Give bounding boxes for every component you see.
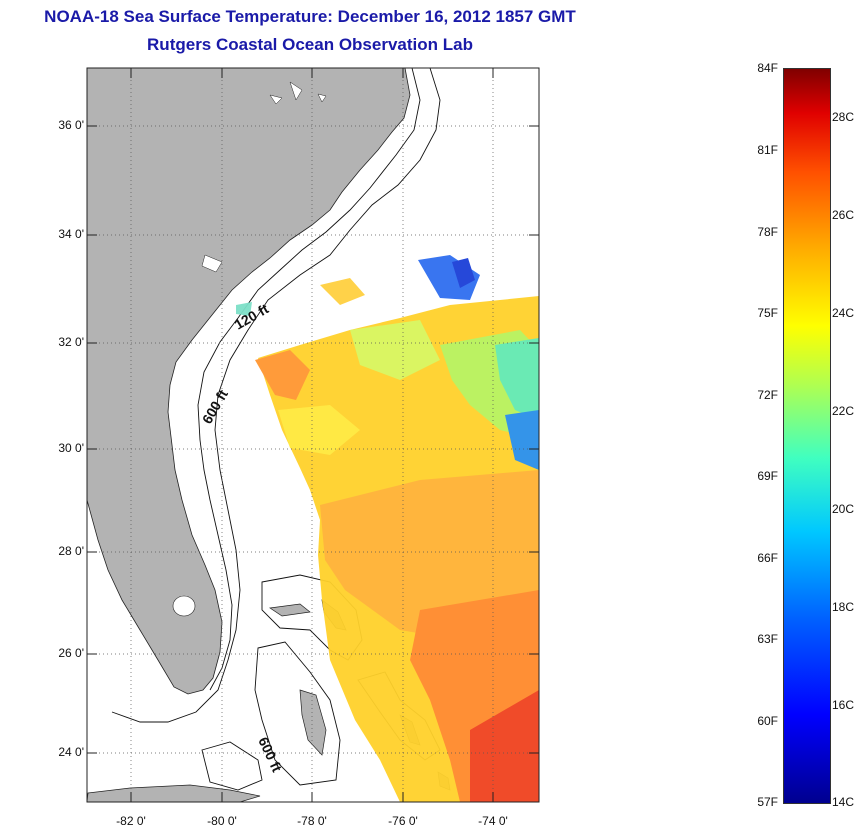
colorbar-c-label: 24C xyxy=(832,306,855,320)
colorbar-f-label: 60F xyxy=(757,714,778,728)
land-us-east-coast xyxy=(87,68,411,695)
lat-label: 28 0' xyxy=(58,544,84,558)
lon-label: -74 0' xyxy=(478,814,508,828)
island-andros xyxy=(299,689,327,756)
contour-120ft xyxy=(197,68,421,691)
inlet-detail xyxy=(201,254,223,273)
map-grid xyxy=(87,68,539,802)
lon-label: -82 0' xyxy=(116,814,146,828)
lon-label: -76 0' xyxy=(388,814,418,828)
colorbar-f-label: 84F xyxy=(757,61,778,75)
colorbar-c-label: 20C xyxy=(832,502,855,516)
colorbar-f-label: 75F xyxy=(757,306,778,320)
lat-label: 24 0' xyxy=(58,745,84,759)
lake-okeechobee xyxy=(172,595,196,617)
lat-label: 30 0' xyxy=(58,441,84,455)
colorbar-f-label: 57F xyxy=(757,795,778,809)
colorbar-f-label: 78F xyxy=(757,225,778,239)
map-frame xyxy=(86,67,540,803)
colorbar-c-label: 16C xyxy=(832,698,855,712)
colorbar-c-label: 28C xyxy=(832,110,855,124)
colorbar-c-label: 26C xyxy=(832,208,855,222)
sound-inlets xyxy=(269,81,327,105)
lat-label: 34 0' xyxy=(58,227,84,241)
sst-swath xyxy=(236,255,539,802)
lat-label: 32 0' xyxy=(58,335,84,349)
temperature-colorbar xyxy=(783,68,831,804)
colorbar-c-label: 22C xyxy=(832,404,855,418)
colorbar-f-label: 69F xyxy=(757,469,778,483)
map-ticks xyxy=(87,68,539,802)
colorbar-f-label: 63F xyxy=(757,632,778,646)
colorbar-f-label: 72F xyxy=(757,388,778,402)
colorbar-f-label: 66F xyxy=(757,551,778,565)
land-cuba xyxy=(87,784,261,802)
lat-label: 36 0' xyxy=(58,118,84,132)
colorbar-f-label: 81F xyxy=(757,143,778,157)
colorbar-c-label: 14C xyxy=(832,795,855,809)
lon-label: -80 0' xyxy=(207,814,237,828)
lat-label: 26 0' xyxy=(58,646,84,660)
colorbar-c-label: 18C xyxy=(832,600,855,614)
island-grand-bahama xyxy=(269,603,311,617)
map-subtitle: Rutgers Coastal Ocean Observation Lab xyxy=(147,35,473,54)
lon-label: -78 0' xyxy=(297,814,327,828)
contour-600ft xyxy=(111,68,441,723)
map-title: NOAA-18 Sea Surface Temperature: Decembe… xyxy=(44,7,576,26)
